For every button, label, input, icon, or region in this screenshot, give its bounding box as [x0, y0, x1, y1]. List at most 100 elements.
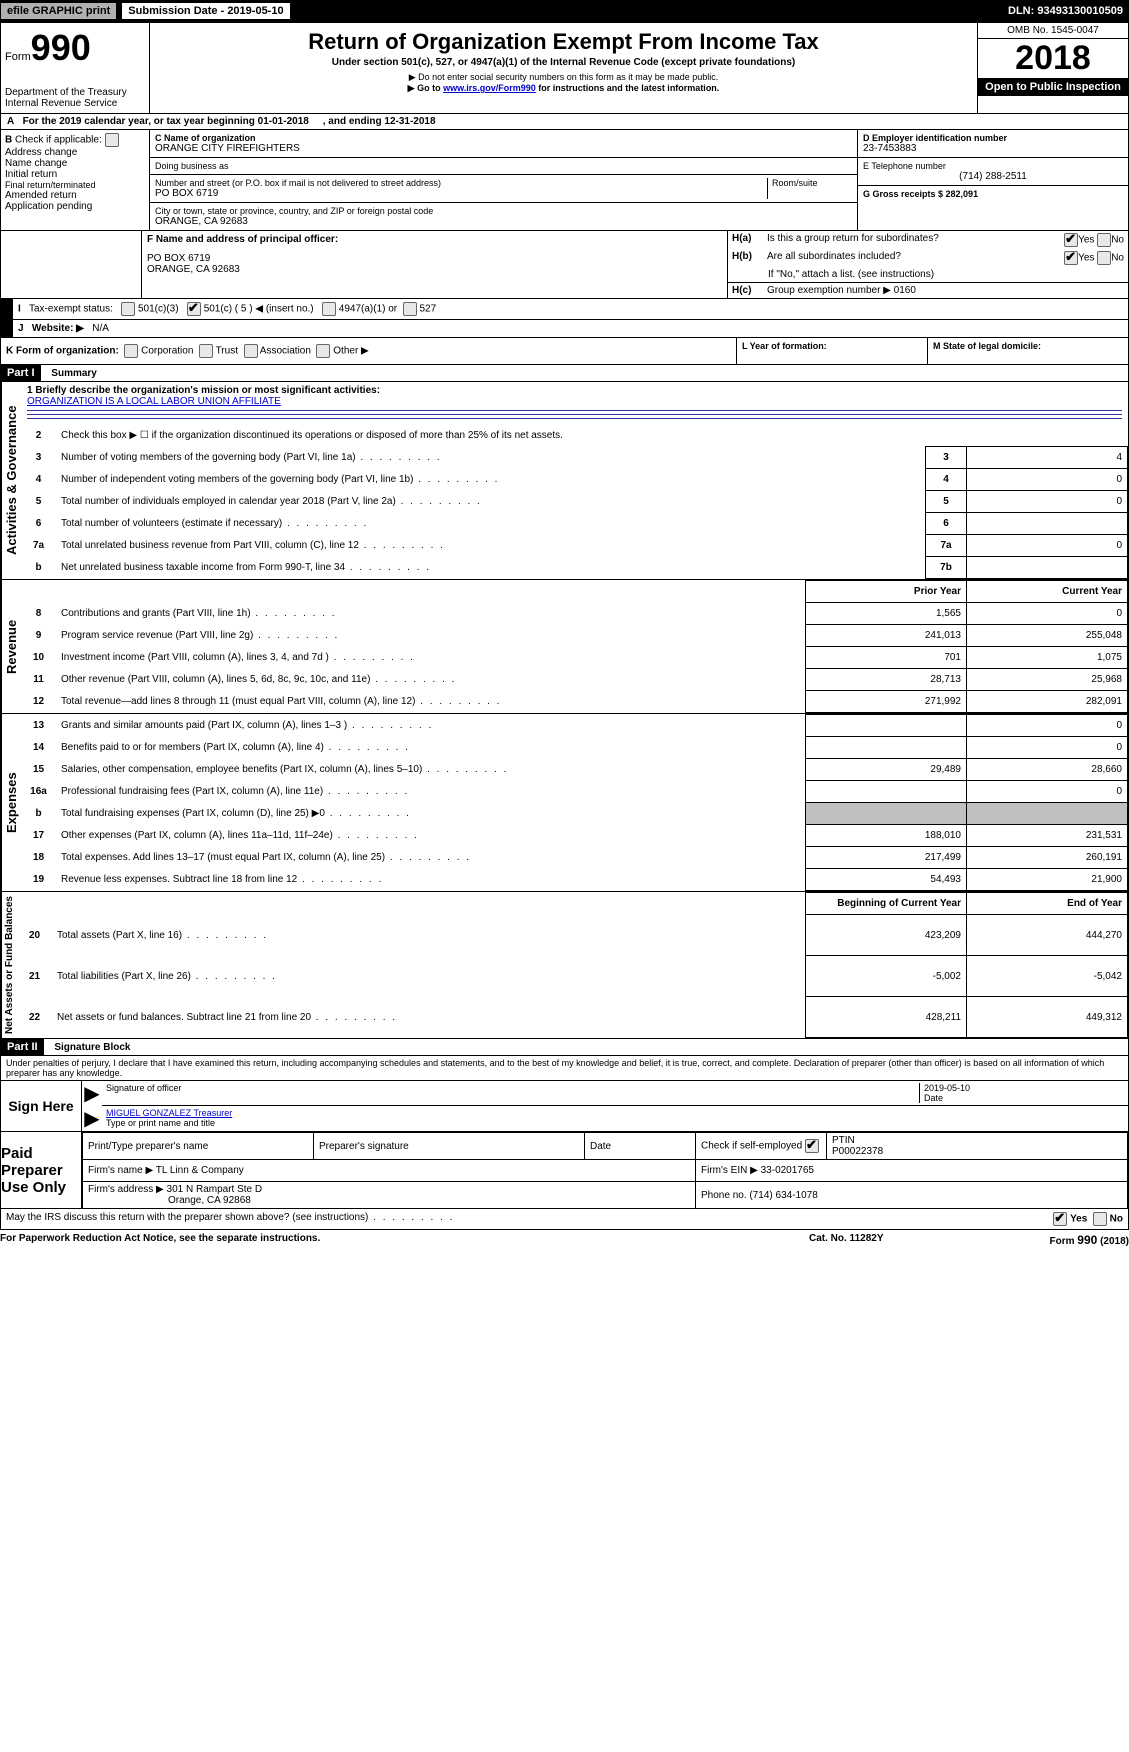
gross-receipts: G Gross receipts $ 282,091	[858, 186, 1128, 202]
print-name-label: Print/Type preparer's name	[83, 1133, 314, 1160]
prior-year-header: Prior Year	[806, 581, 967, 603]
col-b-checkboxes: B Check if applicable: Address change Na…	[1, 130, 150, 230]
table-row: bTotal fundraising expenses (Part IX, co…	[21, 803, 1128, 825]
discuss-no[interactable]	[1093, 1212, 1107, 1226]
header-left: Form990 Department of the Treasury Inter…	[1, 23, 150, 113]
state-domicile: M State of legal domicile:	[927, 338, 1128, 364]
table-row: 20Total assets (Part X, line 16)423,2094…	[17, 915, 1128, 956]
table-row: 13Grants and similar amounts paid (Part …	[21, 715, 1128, 737]
hb-no[interactable]	[1097, 251, 1111, 265]
firm-name: TL Linn & Company	[156, 1165, 244, 1176]
ha-yes[interactable]	[1064, 233, 1078, 247]
table-row: 15Salaries, other compensation, employee…	[21, 759, 1128, 781]
dln-number: DLN: 93493130010509	[1008, 5, 1129, 17]
501c-check[interactable]	[187, 302, 201, 316]
paid-preparer-label: Paid Preparer Use Only	[1, 1132, 82, 1208]
assoc-check[interactable]	[244, 344, 258, 358]
end-year-header: End of Year	[967, 893, 1128, 915]
table-row: 10Investment income (Part VIII, column (…	[21, 647, 1128, 669]
self-employed-check[interactable]	[805, 1139, 819, 1153]
omb-number: OMB No. 1545-0047	[978, 23, 1128, 39]
pending-label: Application pending	[5, 201, 145, 212]
website-row: J Website: ▶ N/A	[0, 320, 1129, 338]
col-d-ids: D Employer identification number 23-7453…	[857, 130, 1128, 230]
header-center: Return of Organization Exempt From Incom…	[150, 23, 977, 113]
table-row: 11Other revenue (Part VIII, column (A), …	[21, 669, 1128, 691]
side-net: Net Assets or Fund Balances	[1, 892, 17, 1038]
trust-check[interactable]	[199, 344, 213, 358]
irs-label: Internal Revenue Service	[5, 98, 145, 109]
firm-address: 301 N Rampart Ste D	[167, 1184, 263, 1195]
part2-title: Signature Block	[46, 1042, 130, 1053]
submission-date: Submission Date - 2019-05-10	[121, 2, 290, 20]
pra-notice: For Paperwork Reduction Act Notice, see …	[0, 1233, 809, 1247]
ptin-value: P00022378	[832, 1146, 1122, 1157]
line1: 1 Briefly describe the organization's mi…	[21, 382, 1128, 425]
principal-officer: F Name and address of principal officer:…	[142, 231, 727, 298]
ein-cell: D Employer identification number 23-7453…	[858, 130, 1128, 158]
table-row: 19Revenue less expenses. Subtract line 1…	[21, 869, 1128, 891]
sig-officer-label: Signature of officer	[106, 1083, 919, 1103]
note-ssn: ▶ Do not enter social security numbers o…	[156, 72, 971, 83]
discuss-row: May the IRS discuss this return with the…	[0, 1209, 1129, 1230]
side-expenses: Expenses	[1, 714, 21, 891]
officer-group-row: F Name and address of principal officer:…	[0, 231, 1129, 299]
table-row: 16aProfessional fundraising fees (Part I…	[21, 781, 1128, 803]
sign-date: 2019-05-10	[924, 1083, 1124, 1093]
tax-exempt-row: I Tax-exempt status: 501(c)(3) 501(c) ( …	[0, 299, 1129, 320]
gov-row: bNet unrelated business taxable income f…	[21, 557, 1128, 579]
corp-check[interactable]	[124, 344, 138, 358]
gov-row: 6Total number of volunteers (estimate if…	[21, 513, 1128, 535]
form-prefix: Form	[5, 51, 31, 63]
firm-phone: (714) 634-1078	[749, 1190, 817, 1201]
header-right: OMB No. 1545-0047 2018 Open to Public In…	[977, 23, 1128, 113]
gov-table: 2Check this box ▶ ☐ if the organization …	[21, 425, 1128, 579]
part1-header-row: Part I Summary	[0, 365, 1129, 382]
discuss-yes[interactable]	[1053, 1212, 1067, 1226]
open-public: Open to Public Inspection	[978, 78, 1128, 96]
gov-block: Activities & Governance 1 Briefly descri…	[0, 382, 1129, 580]
dept-treasury: Department of the Treasury	[5, 87, 145, 98]
gov-row: 5Total number of individuals employed in…	[21, 491, 1128, 513]
initial-return-label: Initial return	[5, 169, 145, 180]
footer: For Paperwork Reduction Act Notice, see …	[0, 1230, 1129, 1250]
part2-badge: Part II	[1, 1039, 44, 1055]
final-return-label: Final return/terminated	[5, 180, 145, 190]
sign-here-label: Sign Here	[1, 1081, 82, 1131]
row-a: A For the 2019 calendar year, or tax yea…	[0, 114, 1129, 130]
room-suite: Room/suite	[767, 178, 852, 199]
exp-block: Expenses 13Grants and similar amounts pa…	[0, 714, 1129, 892]
table-row: 8Contributions and grants (Part VIII, li…	[21, 603, 1128, 625]
irs-link[interactable]: www.irs.gov/Form990	[443, 83, 536, 93]
dba-cell: Doing business as	[150, 158, 857, 175]
hb-yes[interactable]	[1064, 251, 1078, 265]
cat-no: Cat. No. 11282Y	[809, 1233, 989, 1247]
entity-grid: B Check if applicable: Address change Na…	[0, 130, 1129, 231]
col-c-org-info: C Name of organization ORANGE CITY FIREF…	[150, 130, 857, 230]
gov-row: 2Check this box ▶ ☐ if the organization …	[21, 425, 1128, 447]
gov-row: 3Number of voting members of the governi…	[21, 447, 1128, 469]
rev-table: Prior Year Current Year 8Contributions a…	[21, 580, 1128, 713]
mission-text[interactable]: ORGANIZATION IS A LOCAL LABOR UNION AFFI…	[27, 396, 281, 407]
city-cell: City or town, state or province, country…	[150, 203, 857, 230]
form-number: 990	[31, 27, 91, 68]
net-table: Beginning of Current Year End of Year 20…	[17, 892, 1128, 1038]
table-row: 21Total liabilities (Part X, line 26)-5,…	[17, 956, 1128, 997]
ha-no[interactable]	[1097, 233, 1111, 247]
table-row: 18Total expenses. Add lines 13–17 (must …	[21, 847, 1128, 869]
perjury-text: Under penalties of perjury, I declare th…	[0, 1056, 1129, 1081]
501c3-check[interactable]	[121, 302, 135, 316]
paid-preparer-block: Paid Preparer Use Only Print/Type prepar…	[0, 1132, 1129, 1209]
other-check[interactable]	[316, 344, 330, 358]
4947-check[interactable]	[322, 302, 336, 316]
part1-title: Summary	[43, 368, 97, 379]
part1-badge: Part I	[1, 365, 41, 381]
check-applicable[interactable]	[105, 133, 119, 147]
527-check[interactable]	[403, 302, 417, 316]
note-goto: ▶ Go to www.irs.gov/Form990 for instruct…	[156, 83, 971, 94]
net-block: Net Assets or Fund Balances Beginning of…	[0, 892, 1129, 1039]
officer-name[interactable]: MIGUEL GONZALEZ Treasurer	[106, 1108, 1124, 1118]
prep-sig-label: Preparer's signature	[314, 1133, 585, 1160]
tax-year: 2018	[978, 39, 1128, 78]
table-row: 9Program service revenue (Part VIII, lin…	[21, 625, 1128, 647]
